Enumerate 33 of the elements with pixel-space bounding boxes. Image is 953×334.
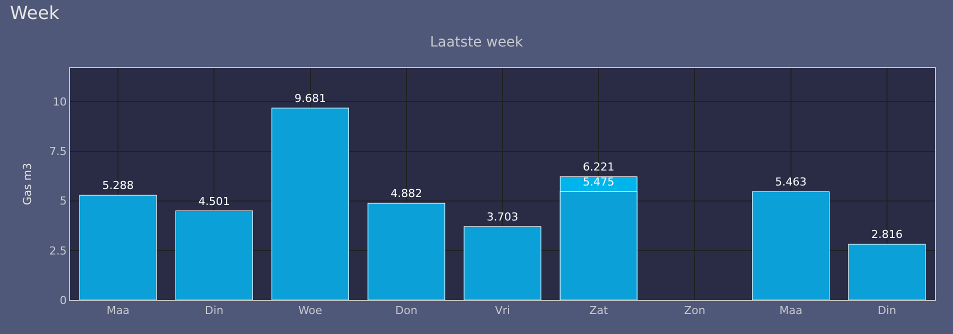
data-label: 4.882 bbox=[390, 187, 422, 200]
text: Week bbox=[10, 3, 60, 24]
bar bbox=[848, 244, 926, 300]
y-tick-label: 0 bbox=[60, 294, 67, 307]
chart-title: Laatste week bbox=[430, 34, 524, 51]
y-tick-label: 2.5 bbox=[49, 244, 67, 258]
x-tick-label: Maa bbox=[779, 304, 802, 318]
x-tick-label: Don bbox=[395, 304, 418, 318]
bar bbox=[464, 226, 542, 300]
x-tick-label: Woe bbox=[298, 304, 322, 318]
x-tick-label: Zon bbox=[684, 304, 706, 318]
y-axis-title: Gas m3 bbox=[20, 162, 34, 206]
data-label: 3.703 bbox=[486, 210, 518, 224]
data-label: 5.463 bbox=[775, 176, 807, 189]
data-label: 5.475 bbox=[582, 175, 614, 188]
y-tick-label: 5 bbox=[60, 194, 67, 208]
x-tick-label: Vri bbox=[494, 304, 510, 318]
bar bbox=[752, 191, 830, 300]
x-tick-label: Din bbox=[204, 304, 224, 318]
data-label: 6.221 bbox=[582, 160, 614, 174]
data-label: 9.681 bbox=[294, 92, 326, 106]
bar bbox=[368, 202, 446, 300]
bar bbox=[175, 210, 253, 300]
x-tick-label: Maa bbox=[106, 304, 130, 318]
bar bbox=[272, 108, 350, 300]
y-tick-label: 10 bbox=[52, 96, 67, 109]
data-label: 4.501 bbox=[198, 194, 230, 208]
y-tick-label: 7.5 bbox=[49, 145, 67, 158]
x-tick-label: Zat bbox=[589, 304, 609, 318]
x-tick-label: Din bbox=[878, 304, 896, 318]
bar bbox=[79, 194, 157, 300]
data-label: 5.288 bbox=[102, 179, 134, 192]
data-label: 2.816 bbox=[871, 228, 903, 242]
